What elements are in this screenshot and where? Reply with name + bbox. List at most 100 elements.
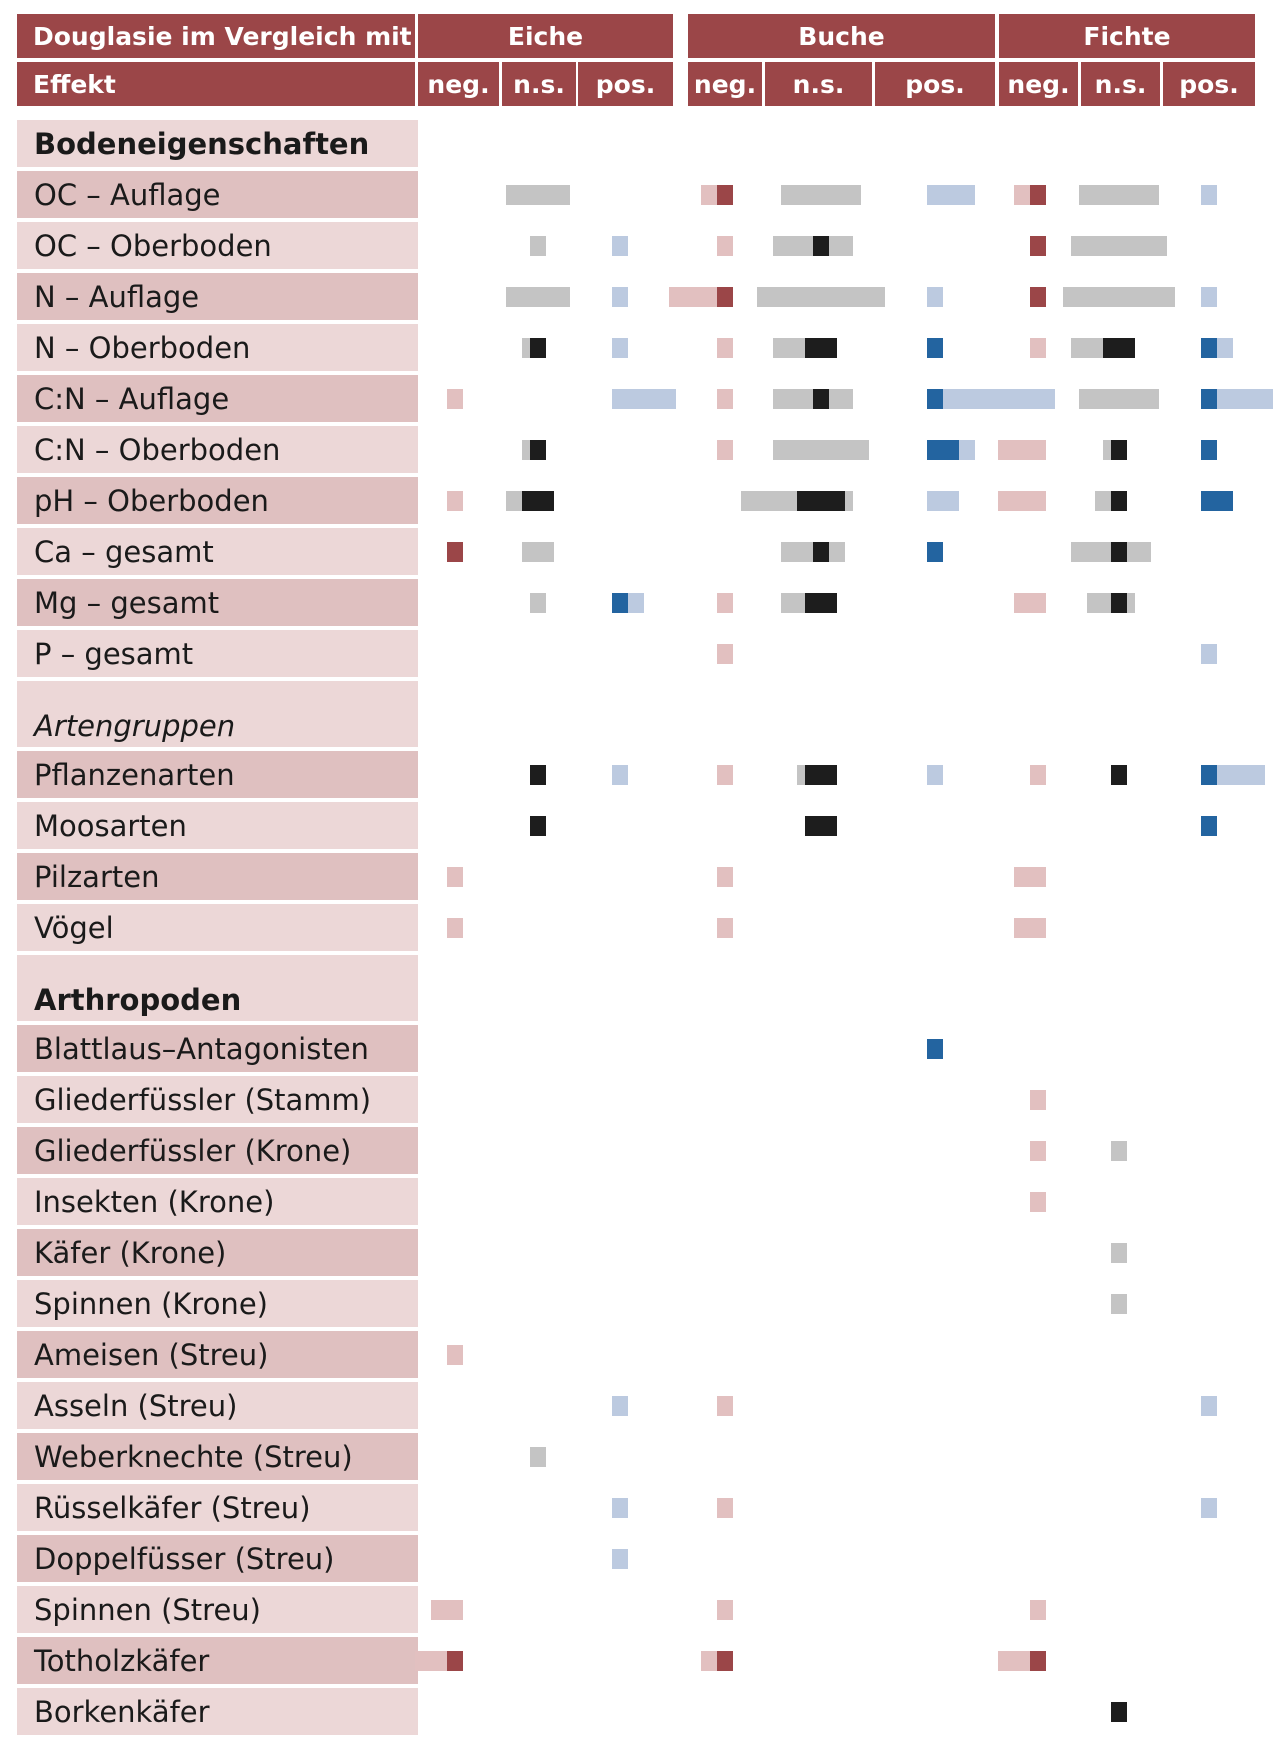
header-sublabel-7: n.s. (1081, 62, 1160, 106)
row-label: Artengruppen (17, 681, 418, 747)
mark-pos-strong (927, 440, 959, 460)
mark-pos-strong (612, 593, 628, 613)
row-label: OC – Oberboden (17, 222, 418, 269)
mark-neg-weak (447, 918, 463, 938)
row-label: Vögel (17, 904, 418, 951)
mark-ns-weak (530, 1447, 546, 1467)
mark-ns-weak (506, 185, 570, 205)
mark-neg-weak (1030, 1600, 1046, 1620)
mark-ns-strong (805, 816, 837, 836)
mark-ns-weak (1071, 236, 1167, 256)
mark-pos-weak (1217, 338, 1233, 358)
mark-ns-strong (805, 593, 837, 613)
mark-ns-weak (530, 236, 546, 256)
mark-pos-strong (927, 1039, 943, 1059)
mark-pos-weak (1201, 644, 1217, 664)
mark-neg-weak (447, 1345, 463, 1365)
mark-pos-weak (1201, 185, 1217, 205)
mark-pos-strong (1201, 338, 1217, 358)
mark-ns-strong (797, 491, 845, 511)
row-label: Arthropoden (17, 955, 418, 1021)
mark-neg-weak (998, 1651, 1030, 1671)
header-sublabel-4: n.s. (765, 62, 872, 106)
mark-neg-weak (717, 593, 733, 613)
mark-pos-weak (1201, 1396, 1217, 1416)
row-label: Spinnen (Streu) (17, 1586, 418, 1633)
mark-ns-weak (757, 287, 885, 307)
mark-neg-weak (717, 867, 733, 887)
mark-neg-weak (717, 338, 733, 358)
row-label: Insekten (Krone) (17, 1178, 418, 1225)
mark-neg-weak (1014, 918, 1046, 938)
mark-neg-weak (701, 1651, 717, 1671)
mark-ns-weak (530, 593, 546, 613)
row-label: Gliederfüssler (Stamm) (17, 1076, 418, 1123)
mark-ns-strong (530, 765, 546, 785)
mark-ns-strong (813, 389, 829, 409)
mark-pos-weak (927, 185, 975, 205)
mark-ns-strong (530, 338, 546, 358)
row-label: Mg – gesamt (17, 579, 418, 626)
header-title-bottom: Effekt (17, 62, 415, 106)
mark-pos-strong (1201, 389, 1217, 409)
mark-neg-strong (717, 287, 733, 307)
mark-neg-weak (717, 1396, 733, 1416)
row-label: C:N – Auflage (17, 375, 418, 422)
mark-neg-weak (669, 287, 717, 307)
row-label: Pilzarten (17, 853, 418, 900)
row-label: N – Auflage (17, 273, 418, 320)
mark-ns-strong (813, 236, 829, 256)
header-group-1: Buche (688, 14, 995, 58)
mark-neg-weak (998, 491, 1046, 511)
row-label: Ca – gesamt (17, 528, 418, 575)
mark-pos-weak (612, 1396, 628, 1416)
row-label: Borkenkäfer (17, 1688, 418, 1735)
mark-pos-strong (927, 542, 943, 562)
mark-pos-weak (612, 1549, 628, 1569)
row-label: Moosarten (17, 802, 418, 849)
mark-ns-strong (1111, 440, 1127, 460)
mark-neg-weak (1014, 593, 1046, 613)
mark-neg-weak (717, 440, 733, 460)
mark-pos-weak (959, 440, 975, 460)
mark-ns-strong (530, 440, 546, 460)
mark-pos-weak (1201, 1498, 1217, 1518)
mark-pos-weak (943, 389, 1055, 409)
mark-ns-strong (1111, 593, 1127, 613)
header-sublabel-1: n.s. (502, 62, 576, 106)
mark-neg-weak (701, 185, 717, 205)
row-label: Blattlaus–Antagonisten (17, 1025, 418, 1072)
mark-pos-weak (612, 1498, 628, 1518)
mark-pos-strong (927, 389, 943, 409)
mark-ns-weak (1111, 1294, 1127, 1314)
mark-ns-strong (522, 491, 554, 511)
row-label: P – gesamt (17, 630, 418, 677)
mark-ns-weak (1111, 1141, 1127, 1161)
mark-pos-weak (927, 765, 943, 785)
mark-pos-weak (612, 338, 628, 358)
mark-neg-strong (717, 185, 733, 205)
mark-neg-weak (1030, 765, 1046, 785)
header-sublabel-8: pos. (1163, 62, 1255, 106)
mark-neg-strong (447, 542, 463, 562)
mark-ns-weak (1079, 185, 1159, 205)
mark-neg-weak (717, 389, 733, 409)
mark-pos-weak (1217, 389, 1273, 409)
mark-ns-strong (805, 765, 837, 785)
mark-neg-weak (447, 867, 463, 887)
mark-pos-weak (612, 389, 676, 409)
mark-neg-weak (1014, 867, 1046, 887)
mark-neg-weak (717, 1600, 733, 1620)
mark-ns-strong (1111, 491, 1127, 511)
mark-ns-strong (805, 338, 837, 358)
mark-ns-strong (1111, 765, 1127, 785)
mark-pos-strong (927, 338, 943, 358)
row-label: OC – Auflage (17, 171, 418, 218)
mark-pos-weak (1201, 287, 1217, 307)
row-label: Asseln (Streu) (17, 1382, 418, 1429)
mark-ns-weak (781, 185, 861, 205)
mark-ns-strong (1111, 1702, 1127, 1722)
mark-neg-weak (998, 440, 1046, 460)
header-sublabel-3: neg. (688, 62, 762, 106)
mark-ns-strong (1111, 542, 1127, 562)
